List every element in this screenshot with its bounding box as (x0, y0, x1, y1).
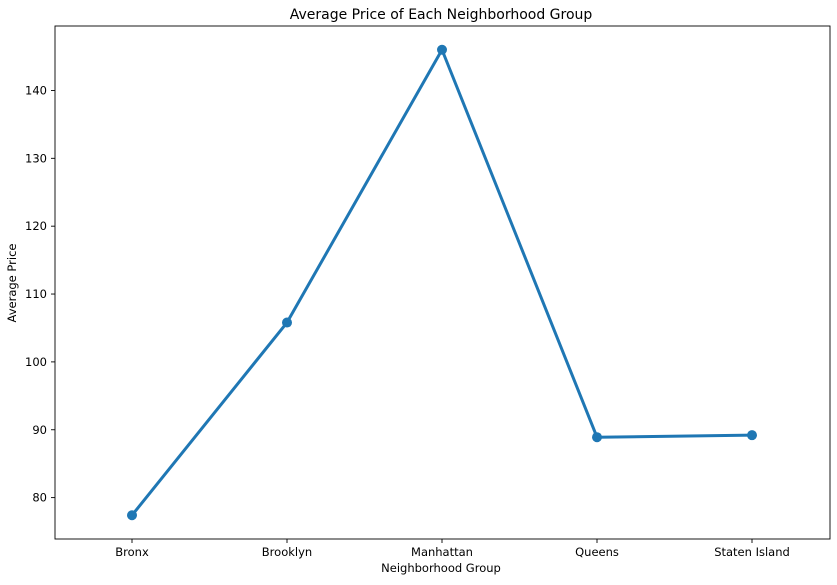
series-line (130, 48, 754, 517)
x-tick-label: Bronx (115, 545, 149, 559)
x-axis-ticks: Bronx Brooklyn Manhattan Queens Staten Islan… (115, 539, 790, 559)
y-tick-label: 130 (25, 151, 47, 165)
data-point (127, 510, 137, 521)
data-point (282, 317, 292, 328)
y-tick-label: 120 (25, 219, 47, 233)
plot-frame (54, 25, 831, 540)
y-tick-label: 80 (32, 491, 47, 505)
y-tick-label: 90 (32, 423, 47, 437)
x-tick-label: Manhattan (411, 545, 473, 559)
data-point (747, 430, 757, 441)
y-tick-label: 140 (25, 83, 47, 97)
x-tick-label: Staten Island (714, 545, 790, 559)
y-tick-label: 100 (25, 355, 47, 369)
x-tick-label: Queens (575, 545, 619, 559)
chart-title: Average Price of Each Neighborhood Group (290, 7, 593, 23)
y-tick-label: 110 (25, 287, 47, 301)
data-point (592, 432, 602, 443)
x-tick-label: Brooklyn (262, 545, 312, 559)
data-point (437, 44, 447, 55)
y-axis-ticks: 80 90 100 110 120 130 140 (25, 83, 55, 505)
x-axis-label: Neighborhood Group (381, 561, 501, 575)
y-axis-label: Average Price (5, 244, 19, 323)
series-layer (127, 44, 757, 521)
